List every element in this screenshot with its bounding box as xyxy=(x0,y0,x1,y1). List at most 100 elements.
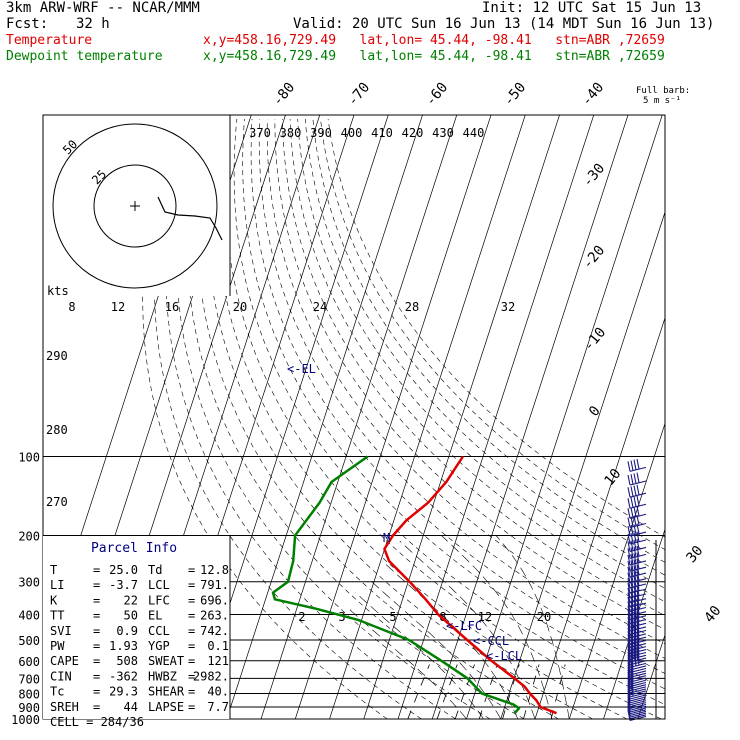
pressure-tick-label: 700 xyxy=(18,672,40,686)
dewpoint-location: x,y=458.16,729.49 lat,lon= 45.44, -98.41… xyxy=(203,49,665,64)
mixing-ratio-line xyxy=(407,664,430,719)
parcel-value: 50 xyxy=(124,609,138,623)
isotherm xyxy=(500,211,665,719)
parcel-label: Td xyxy=(148,563,162,577)
temperature-location: x,y=458.16,729.49 lat,lon= 45.44, -98.41… xyxy=(203,33,665,48)
wind-barb xyxy=(627,552,647,566)
parcel-label: LI xyxy=(50,578,64,592)
parcel-eq: = xyxy=(93,624,100,638)
parcel-level-marker: <-CCL xyxy=(473,634,509,648)
parcel-eq: = xyxy=(93,578,100,592)
wind-barb xyxy=(627,484,647,498)
parcel-eq: = xyxy=(93,609,100,623)
isotherm-label: -30 xyxy=(580,161,609,191)
wind-barb xyxy=(627,505,647,519)
parcel-label: LFC xyxy=(148,593,170,607)
dewpoint-legend: Dewpoint temperature xyxy=(6,49,163,64)
pressure-tick-label: 800 xyxy=(18,688,40,702)
isotherm-label: 30 xyxy=(683,543,706,566)
mixing-ratio-label: 2 xyxy=(298,610,305,624)
parcel-eq: = xyxy=(188,685,195,699)
dry-adiabat xyxy=(224,118,662,719)
parcel-label: CAPE xyxy=(50,654,79,668)
parcel-value: -362 xyxy=(109,669,138,683)
parcel-label: K xyxy=(50,593,58,607)
profile-layer: <-EL <-LFC<-CCL<-LCL M xyxy=(271,362,557,715)
theta-label: 440 xyxy=(463,126,485,140)
theta-label: 380 xyxy=(280,126,302,140)
theta-axis-label: 290 xyxy=(46,349,68,363)
isotherm xyxy=(329,115,526,719)
parcel-value: 0.9 xyxy=(116,624,138,638)
parcel-label: T xyxy=(50,563,57,577)
wind-speed-label: 32 xyxy=(501,300,515,314)
parcel-value: 2982. xyxy=(193,669,229,683)
dry-adiabat xyxy=(165,118,456,719)
parcel-level-marker: <-LFC xyxy=(446,619,482,633)
isotherm-label: -60 xyxy=(423,80,452,110)
parcel-value: 29.3 xyxy=(109,685,138,699)
barb-legend-units: 5 m s⁻¹ xyxy=(643,96,681,106)
wind-speed-label: 16 xyxy=(165,300,179,314)
parcel-value: 121 xyxy=(207,654,229,668)
forecast-hours: 32 h xyxy=(76,16,110,32)
parcel-label: EL xyxy=(148,609,162,623)
wind-barb xyxy=(627,472,647,486)
parcel-eq: = xyxy=(188,609,195,623)
dry-adiabat xyxy=(186,118,525,719)
parcel-label: YGP xyxy=(148,639,170,653)
theta-label: 400 xyxy=(341,126,363,140)
moist-adiabat xyxy=(348,608,467,719)
isotherm-label: 40 xyxy=(701,603,724,626)
dry-adiabat xyxy=(327,118,665,538)
dry-adiabat xyxy=(289,118,665,603)
parcel-eq: = xyxy=(93,685,100,699)
isotherm-label: 0 xyxy=(586,403,604,420)
parcel-eq: = xyxy=(188,639,195,653)
parcel-eq: = xyxy=(93,700,100,714)
wind-barb xyxy=(627,495,647,509)
moist-adiabat xyxy=(399,540,536,719)
parcel-value: 7.7 xyxy=(207,700,229,714)
isotherm xyxy=(226,115,423,719)
pressure-tick-label: 200 xyxy=(18,530,40,544)
valid-time: Valid: 20 UTC Sun 16 Jun 13 (14 MDT Sun … xyxy=(293,16,715,32)
theta-label: 410 xyxy=(371,126,393,140)
moist-adiabat xyxy=(441,535,553,719)
parcel-level-marker: M xyxy=(383,531,390,545)
parcel-level-marker: <-EL xyxy=(287,362,316,376)
parcel-label: CCL xyxy=(148,624,170,638)
moist-adiabat xyxy=(495,535,570,719)
wind-speed-label: 20 xyxy=(233,300,247,314)
parcel-level-marker: <-LCL xyxy=(486,649,522,663)
dry-adiabat xyxy=(274,119,665,630)
parcel-label: SREH xyxy=(50,700,79,714)
parcel-value: 791. xyxy=(200,578,229,592)
wind-barb xyxy=(627,458,647,472)
parcel-cell: CELL = 284/36 xyxy=(50,715,144,729)
parcel-label: LAPSE xyxy=(148,700,184,714)
parcel-eq: = xyxy=(188,669,195,683)
hodograph-ring-25 xyxy=(93,164,177,248)
wind-barb xyxy=(627,515,647,529)
dry-adiabat xyxy=(282,118,665,616)
parcel-eq: = xyxy=(188,593,195,607)
theta-label: 420 xyxy=(402,126,424,140)
parcel-eq: = xyxy=(188,578,195,592)
hodograph-ring-50 xyxy=(52,123,218,289)
forecast-label: Fcst: xyxy=(6,16,49,32)
parcel-label: SWEAT xyxy=(148,654,184,668)
theta-label: 390 xyxy=(310,126,332,140)
isotherm xyxy=(431,115,629,719)
parcel-value: 40. xyxy=(207,685,229,699)
wind-speed-label: 8 xyxy=(68,300,75,314)
isotherm-label: -50 xyxy=(501,80,530,110)
pressure-tick-label: 100 xyxy=(18,451,40,465)
theta-axis-label: 270 xyxy=(46,495,68,509)
parcel-info-box: Parcel Info T = 25.0 Td = 12.8 LI = -3.7 LCL = 791. K… xyxy=(43,536,231,729)
theta-label: 370 xyxy=(249,126,271,140)
parcel-label: LCL xyxy=(148,578,170,592)
mixing-ratio-line xyxy=(502,664,520,719)
isotherm-label: -70 xyxy=(345,80,374,110)
